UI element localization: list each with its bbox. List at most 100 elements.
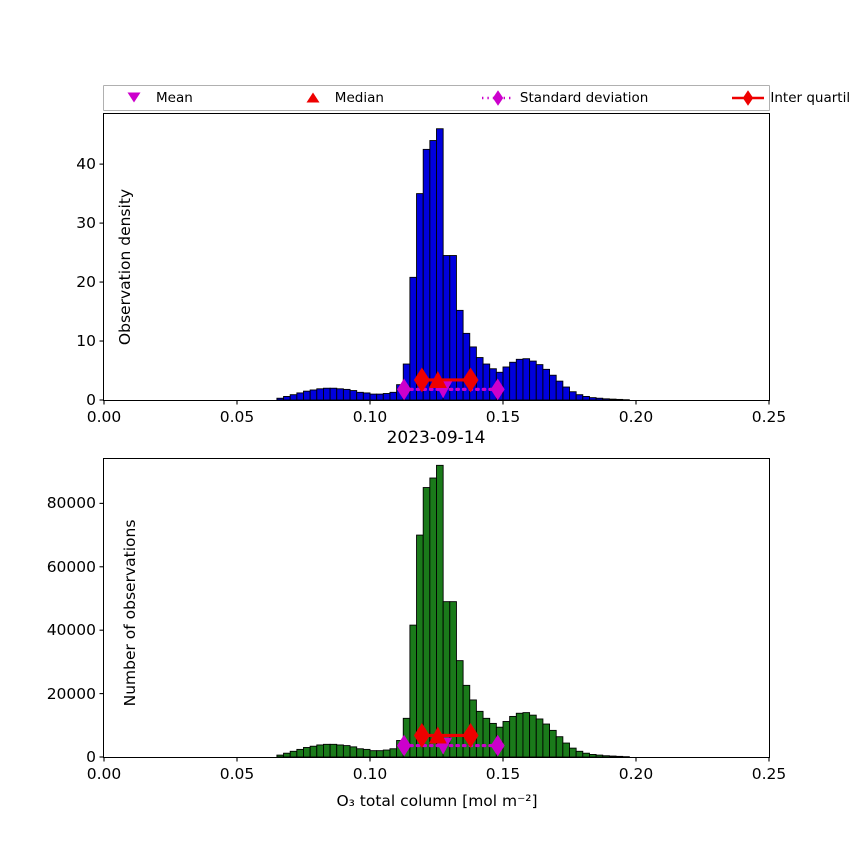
- histogram-bars: [276, 464, 630, 758]
- histogram-bar: [449, 255, 457, 401]
- y-tick-label: 60000: [46, 557, 96, 576]
- std-deviation-low-marker: [397, 734, 412, 757]
- histogram-bar: [276, 397, 284, 401]
- histogram-bar: [529, 360, 537, 401]
- histogram-bar: [509, 361, 517, 401]
- histogram-bar: [608, 755, 617, 758]
- number-of-observations-plot: Number of observations O₃ total column […: [47, 458, 786, 810]
- histogram-bars: [276, 128, 630, 401]
- histogram-bar: [309, 389, 318, 401]
- y-axis-label-top: Observation density: [116, 188, 134, 346]
- statistic-markers: [397, 723, 505, 757]
- histogram-bar: [542, 368, 550, 401]
- histogram-bar: [449, 601, 457, 758]
- histogram-bar: [336, 744, 344, 758]
- histogram-bar: [283, 752, 291, 758]
- histogram-bar: [436, 464, 444, 758]
- legend-label-standard-deviation: Standard deviation: [519, 90, 649, 106]
- x-tick-label: 0.15: [485, 765, 521, 783]
- histogram-bar: [502, 366, 511, 401]
- legend-label-median: Median: [334, 90, 384, 106]
- histogram-bar: [562, 742, 570, 758]
- histogram-bar: [356, 391, 364, 401]
- histogram-bar: [569, 747, 577, 758]
- histogram-bar: [615, 398, 624, 401]
- y-tick-label: 40: [76, 155, 96, 174]
- y-tick-label: 30: [76, 214, 96, 233]
- histogram-bar: [289, 750, 298, 758]
- histogram-bar: [382, 393, 391, 401]
- iqr-high-marker: [462, 723, 479, 748]
- iqr-high-marker: [462, 367, 479, 393]
- legend-label-inter-quartile-range: Inter quartile range: [770, 90, 850, 106]
- histogram-bar: [602, 755, 610, 758]
- histogram-bar: [316, 388, 324, 401]
- histogram-bar: [369, 750, 378, 758]
- x-tick-label: 0.05: [219, 408, 255, 426]
- triangle-down-icon: [116, 88, 152, 108]
- histogram-bar: [589, 397, 597, 401]
- histogram-bar: [575, 750, 584, 758]
- histogram-bar: [362, 748, 371, 758]
- histogram-bar: [589, 754, 597, 758]
- histogram-bar: [622, 756, 630, 758]
- statistic-markers: [397, 367, 505, 401]
- histogram-bar: [329, 743, 338, 758]
- histogram-bar: [303, 390, 311, 401]
- histogram-bar: [422, 148, 431, 401]
- x-tick-label: 0.00: [86, 765, 122, 783]
- y-tick-label: 0: [86, 391, 96, 409]
- histogram-bar: [608, 398, 617, 401]
- histogram-bar: [549, 374, 557, 401]
- median-marker: [428, 370, 447, 388]
- histogram-bar: [569, 391, 577, 401]
- histogram-bar: [362, 392, 371, 401]
- x-tick-label: 0.25: [751, 408, 787, 426]
- axis-ticks: [99, 502, 770, 762]
- histogram-bar: [382, 749, 391, 758]
- x-tick-label: 0.15: [485, 408, 521, 426]
- axis-ticks: [99, 163, 770, 405]
- histogram-bar: [575, 394, 584, 401]
- histogram-bar: [422, 487, 431, 758]
- x-tick-label: 0.20: [618, 765, 654, 783]
- observation-density-canvas: [99, 128, 770, 405]
- histogram-bar: [515, 712, 524, 758]
- histogram-bar: [429, 477, 437, 758]
- histogram-bar: [349, 746, 358, 758]
- histogram-bar: [562, 386, 570, 401]
- std-deviation-high-marker: [490, 734, 505, 757]
- histogram-bar: [529, 714, 537, 758]
- histogram-bar: [542, 723, 550, 758]
- subplot-title-date: 2023-09-14: [386, 428, 486, 448]
- histogram-bar: [356, 748, 364, 758]
- histogram-bar: [456, 660, 464, 758]
- x-tick-label: 0.00: [86, 408, 122, 426]
- y-axis-label-bottom: Number of observations: [121, 519, 139, 707]
- histogram-bar: [595, 397, 604, 401]
- histogram-bar: [322, 387, 331, 401]
- histogram-bar: [615, 755, 624, 758]
- histogram-bar: [296, 392, 304, 401]
- histogram-bar: [283, 396, 291, 401]
- histogram-bar: [349, 390, 358, 401]
- median-marker: [428, 726, 447, 744]
- histogram-bar: [336, 388, 344, 401]
- histogram-bar: [303, 747, 311, 758]
- histogram-bar: [515, 358, 524, 401]
- histogram-bar: [376, 393, 384, 401]
- histogram-bar: [535, 364, 544, 401]
- histogram-bar: [522, 712, 531, 758]
- x-tick-label: 0.25: [751, 765, 787, 783]
- histogram-bar: [522, 358, 531, 401]
- y-tick-label: 10: [76, 332, 96, 351]
- histogram-bar: [369, 393, 378, 401]
- std-deviation-low-marker: [397, 378, 412, 401]
- legend-entry-inter-quartile-range: Inter quartile range: [730, 88, 850, 108]
- histogram-bar: [276, 754, 284, 758]
- histogram-bar: [442, 601, 451, 758]
- histogram-bar: [289, 394, 298, 401]
- chart-legend: Mean Median Standard deviation: [103, 85, 850, 111]
- x-axis-label: O₃ total column [mol m⁻²]: [336, 792, 538, 810]
